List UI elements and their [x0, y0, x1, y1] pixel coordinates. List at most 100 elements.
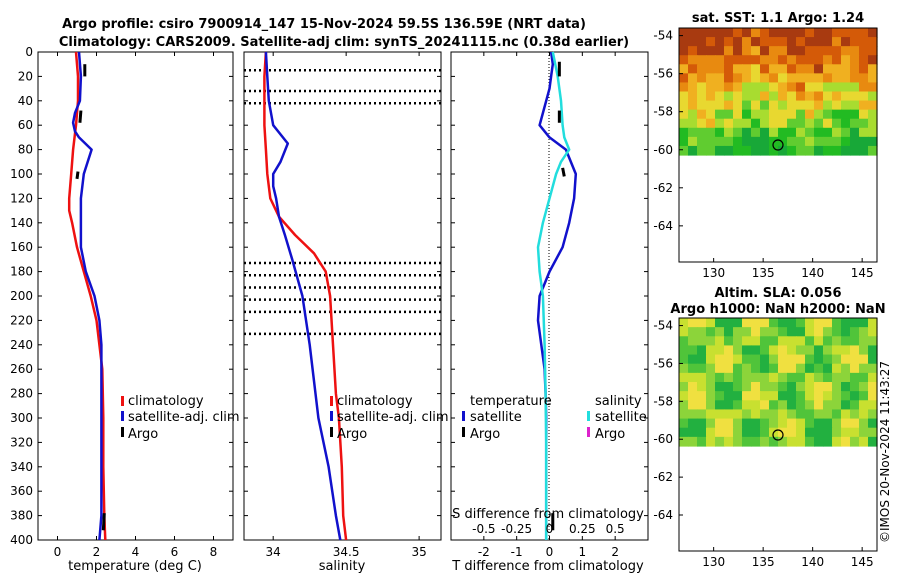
y-tick-label: 20	[18, 69, 33, 83]
map-cell	[688, 82, 698, 93]
map-cell	[760, 345, 770, 356]
map-cell	[796, 372, 806, 383]
map-cell	[841, 354, 851, 365]
map-cell	[841, 73, 851, 84]
map-cell	[868, 28, 878, 38]
map-cell	[751, 109, 761, 120]
map-cell	[742, 64, 752, 74]
map-cell	[778, 37, 788, 47]
map-cell	[688, 327, 698, 337]
map-cell	[832, 136, 842, 147]
y-tick-label: 220	[10, 313, 33, 327]
map-cell	[742, 73, 752, 84]
map-cell	[715, 391, 725, 401]
map-cell	[760, 100, 770, 111]
map-cell	[814, 109, 824, 120]
map-cell	[868, 354, 878, 365]
map-cell	[769, 64, 779, 74]
map-cell	[697, 418, 707, 429]
map-cell	[859, 436, 869, 447]
temperature-legend: climatology satellite-adj. clim Argo	[121, 394, 240, 442]
y-tick-label: 300	[10, 411, 33, 425]
map-cell	[823, 127, 833, 138]
map-cell	[841, 318, 851, 328]
map-cell	[697, 73, 707, 84]
temperature-xlabel: temperature (deg C)	[68, 559, 202, 574]
map-cell	[679, 91, 689, 102]
map-cell	[805, 91, 815, 102]
map-cell	[733, 82, 743, 93]
map-cell	[679, 109, 689, 120]
map-cell	[832, 354, 842, 365]
map-cell	[769, 82, 779, 93]
map-cell	[850, 73, 860, 84]
y-tick-label: 260	[10, 362, 33, 376]
map-cell	[778, 409, 788, 420]
map-cell	[697, 354, 707, 365]
map-cell	[715, 37, 725, 47]
map-cell	[706, 363, 716, 374]
map-cell	[706, 345, 716, 356]
map-cell	[706, 100, 716, 111]
map-cell	[850, 55, 860, 65]
map-cell	[796, 418, 806, 429]
map-cell	[796, 382, 806, 392]
map-x-tick-label: 145	[851, 555, 874, 569]
map-cell	[850, 391, 860, 401]
map-cell	[778, 318, 788, 328]
map-cell	[868, 109, 878, 120]
map-cell	[751, 327, 761, 337]
map-cell	[814, 64, 824, 74]
map-cell	[814, 363, 824, 374]
map-cell	[688, 318, 698, 328]
map-cell	[742, 46, 752, 56]
map-cell	[706, 409, 716, 420]
map-cell	[868, 336, 878, 347]
map-cell	[850, 118, 860, 129]
map-cell	[688, 145, 698, 156]
map-cell	[751, 318, 761, 328]
map-cell	[760, 37, 770, 47]
map-cell	[868, 436, 878, 447]
map-cell	[823, 372, 833, 383]
map-cell	[868, 136, 878, 147]
map-cell	[805, 391, 815, 401]
map-cell	[742, 345, 752, 356]
argo-profile-segment	[561, 167, 566, 177]
map-cell	[823, 363, 833, 374]
map-cell	[706, 136, 716, 147]
map-cell	[778, 100, 788, 111]
y-tick-label: 0	[25, 45, 33, 59]
map-cell	[679, 372, 689, 383]
legend-label-temp-satellite: satellite	[470, 410, 522, 425]
map-cell	[778, 345, 788, 356]
map-cell	[751, 37, 761, 47]
map-cell	[859, 382, 869, 392]
map-cell	[796, 327, 806, 337]
map-cell	[769, 336, 779, 347]
map-cell	[868, 427, 878, 438]
map-cell	[778, 372, 788, 383]
map-cell	[697, 55, 707, 65]
map-cell	[850, 436, 860, 447]
map-cell	[787, 391, 797, 401]
top-tick-label: 0	[546, 522, 554, 536]
map-cell	[778, 382, 788, 392]
map-cell	[859, 109, 869, 120]
map-cell	[724, 363, 734, 374]
map-cell	[724, 436, 734, 447]
map-cell	[751, 354, 761, 365]
map-cell	[796, 37, 806, 47]
map-cell	[805, 436, 815, 447]
y-tick-label: 160	[10, 240, 33, 254]
map-cell	[769, 91, 779, 102]
map-cell	[724, 82, 734, 93]
map-cell	[760, 136, 770, 147]
map-cell	[796, 318, 806, 328]
map-cell	[697, 127, 707, 138]
map-cell	[733, 382, 743, 392]
map-cell	[760, 73, 770, 84]
map-cell	[823, 400, 833, 411]
map-cell	[787, 46, 797, 56]
map-cell	[769, 391, 779, 401]
